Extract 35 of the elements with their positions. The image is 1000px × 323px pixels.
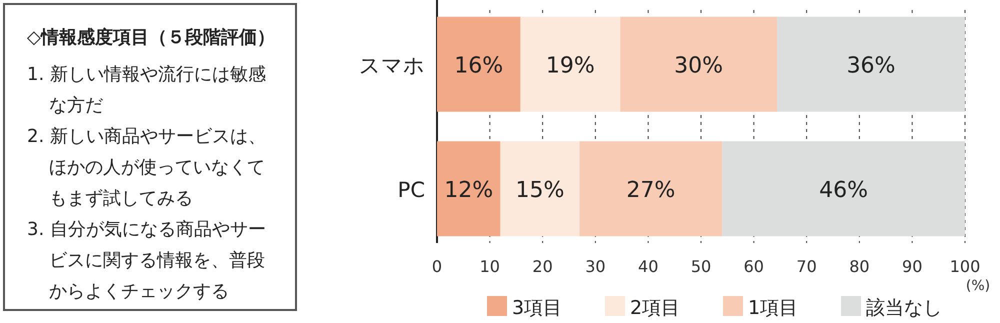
bar xyxy=(437,141,500,236)
note-card: ◇情報感度項目（５段階評価） 1. 新しい情報や流行には敏感な方だ 2. 新しい商品やサービスは、ほかの人が使っていなくてもまず試してみる 3. 自分が気になる商品やサービスに関する情報を、普段からよくチェックする xyxy=(3,3,297,311)
data-label: 19% xyxy=(546,53,595,78)
data-label: 30% xyxy=(674,53,724,78)
x-tick-label: 80 xyxy=(849,257,870,276)
x-tick-label: 40 xyxy=(638,257,658,276)
bar xyxy=(500,141,580,236)
legend-label: 2項目 xyxy=(630,297,680,319)
bar xyxy=(722,141,965,236)
data-label: 46% xyxy=(819,178,868,203)
data-label: 36% xyxy=(846,53,896,78)
x-tick-label: 50 xyxy=(690,257,712,276)
bar xyxy=(620,16,778,112)
y-tick-label: スマホ xyxy=(359,53,425,78)
data-label: 27% xyxy=(626,178,676,203)
data-label: 15% xyxy=(516,178,564,203)
x-tick-label: 20 xyxy=(532,257,553,276)
bar xyxy=(777,16,965,112)
data-label: 12% xyxy=(444,178,494,203)
x-tick-label: 100 xyxy=(950,257,980,276)
x-tick-label: 30 xyxy=(585,257,606,276)
legend-label: 1項目 xyxy=(748,297,798,319)
x-tick-label: 70 xyxy=(796,257,817,276)
legend-label: 該当なし xyxy=(866,297,942,319)
bar xyxy=(520,16,620,112)
x-tick-label: 90 xyxy=(902,257,922,276)
data-label: 16% xyxy=(454,53,504,78)
legend-label: 3項目 xyxy=(512,297,562,319)
x-tick-label: 60 xyxy=(744,257,764,276)
x-tick-label: 10 xyxy=(480,257,500,276)
x-tick-label: 0 xyxy=(432,257,442,276)
bar xyxy=(437,16,520,112)
bar xyxy=(580,141,722,236)
y-tick-label: PC xyxy=(398,178,425,202)
x-axis-title: (%) xyxy=(966,278,990,294)
